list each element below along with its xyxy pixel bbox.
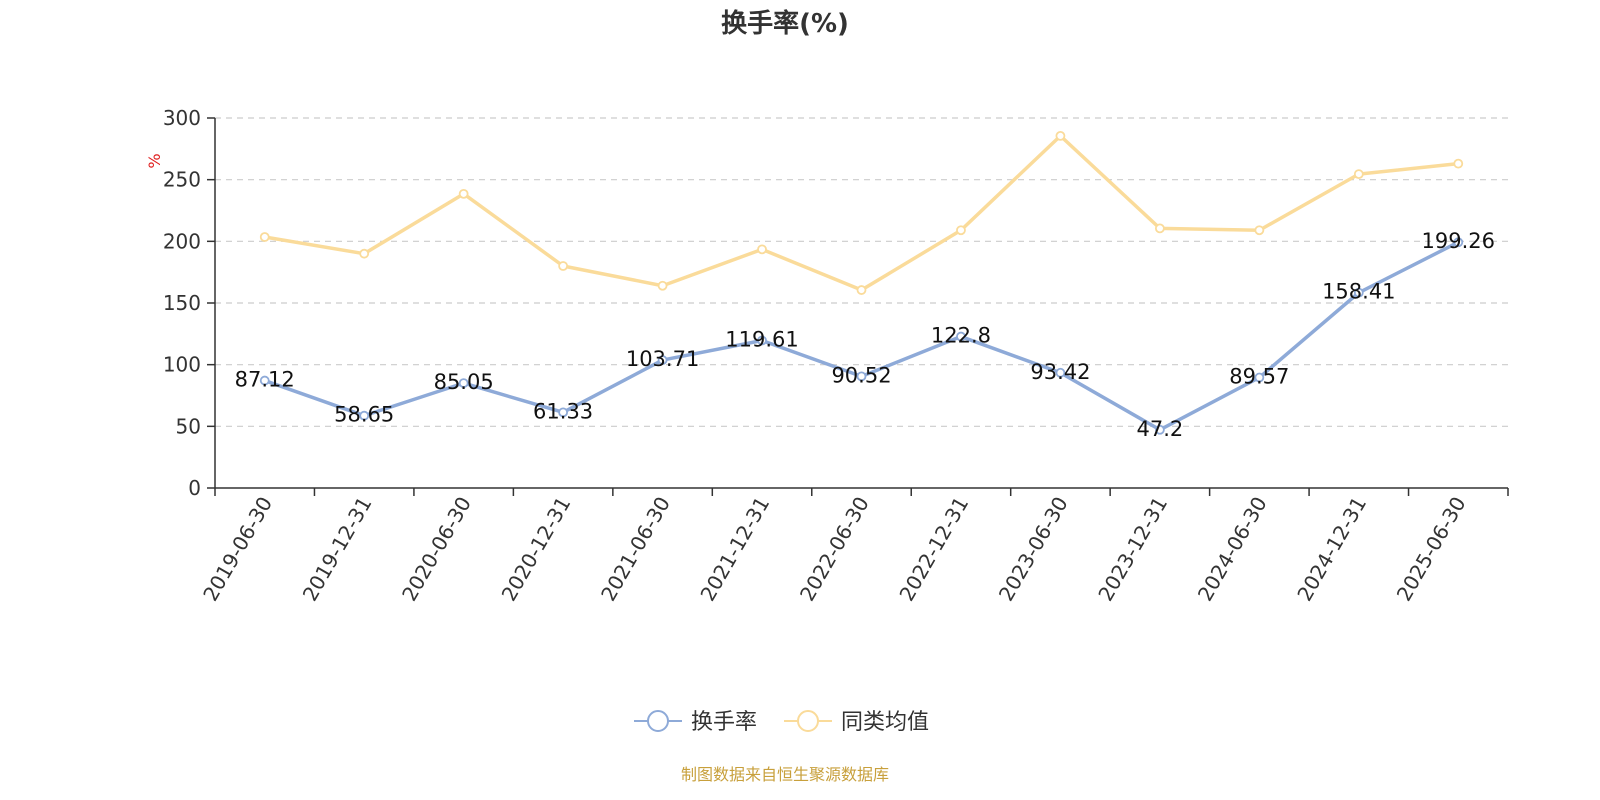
data-point[interactable]: [657, 355, 668, 365]
data-point[interactable]: [1254, 372, 1265, 383]
series-line-0: [264, 240, 1460, 432]
data-point[interactable]: [657, 280, 668, 291]
x-tick-label: 2022-06-30: [795, 493, 874, 606]
data-label: 61.33: [533, 399, 593, 423]
data-point[interactable]: [359, 248, 370, 259]
data-point[interactable]: [359, 410, 370, 421]
y-tick-label: 150: [163, 291, 201, 315]
data-label: 87.12: [235, 368, 295, 392]
x-tick-label: 2020-06-30: [397, 493, 476, 606]
data-label: 103.71: [626, 347, 699, 371]
data-label: 90.52: [831, 363, 891, 387]
x-tick-label: 2019-06-30: [198, 493, 277, 606]
series-line-1: [264, 134, 1459, 292]
y-axis-unit-label: %: [145, 153, 164, 168]
data-labels: 87.12 58.65 85.05 61.33 103.71 119.61 90.52 122…: [235, 229, 1495, 441]
data-point[interactable]: [1453, 237, 1464, 248]
legend-item-1[interactable]: 同类均值: [784, 710, 929, 735]
source-note: 制图数据来自恒生聚源数据库: [681, 765, 889, 784]
y-tick-label: 50: [176, 414, 201, 438]
data-label: 85.05: [434, 370, 494, 394]
data-point[interactable]: [856, 285, 867, 295]
x-tick-label: 2025-06-30: [1392, 493, 1471, 606]
data-label: 93.42: [1030, 360, 1090, 384]
x-tick-label: 2021-06-30: [596, 493, 675, 606]
data-point[interactable]: [1154, 223, 1165, 234]
y-tick-label: 100: [163, 353, 201, 377]
legend-swatch-marker: [797, 710, 819, 732]
data-point[interactable]: [1254, 225, 1265, 236]
data-label: 122.8: [931, 324, 991, 348]
data-point[interactable]: [757, 244, 767, 255]
legend-label: 换手率: [691, 710, 757, 735]
legend-swatch-marker: [647, 710, 669, 732]
x-tick-label: 2019-12-31: [298, 493, 377, 606]
data-point[interactable]: [558, 407, 569, 418]
data-point[interactable]: [1353, 287, 1364, 298]
data-point[interactable]: [259, 232, 270, 242]
x-tick-label: 2023-12-31: [1093, 493, 1172, 606]
legend: 换手率 同类均值: [634, 710, 929, 735]
data-point[interactable]: [558, 261, 569, 271]
data-label: 58.65: [334, 403, 394, 427]
y-tick-label: 300: [163, 106, 201, 130]
data-point[interactable]: [1353, 169, 1364, 180]
chart-title: 换手率(%): [721, 8, 849, 39]
x-tick-label: 2023-06-30: [994, 493, 1073, 606]
data-point[interactable]: [1055, 130, 1066, 141]
data-point[interactable]: [856, 371, 867, 382]
data-label: 47.2: [1137, 417, 1184, 441]
axes: 0 50 100 150 200 250 300 2019-06-30 2019-12-31 20…: [163, 106, 1509, 606]
x-tick-label: 2024-12-31: [1292, 493, 1371, 606]
data-label: 89.57: [1229, 365, 1289, 389]
y-tick-label: 200: [163, 229, 201, 253]
series-group: [259, 130, 1464, 435]
x-tick-label: 2022-12-31: [894, 493, 973, 606]
legend-item-0[interactable]: 换手率: [634, 710, 757, 735]
data-point[interactable]: [458, 378, 469, 389]
x-tick-label: 2024-06-30: [1193, 493, 1272, 606]
data-label: 158.41: [1322, 280, 1395, 304]
data-point[interactable]: [1154, 424, 1165, 435]
data-label: 119.61: [725, 327, 798, 351]
data-point[interactable]: [956, 225, 966, 236]
y-tick-label: 0: [188, 476, 201, 500]
legend-label: 同类均值: [841, 710, 929, 735]
data-point[interactable]: [1453, 158, 1464, 169]
data-point[interactable]: [757, 335, 767, 346]
data-point[interactable]: [259, 375, 270, 386]
data-point[interactable]: [458, 188, 469, 199]
x-tick-label: 2020-12-31: [497, 493, 576, 606]
data-point[interactable]: [1055, 367, 1066, 378]
data-point[interactable]: [956, 331, 966, 342]
y-tick-label: 250: [163, 168, 201, 192]
data-label: 199.26: [1422, 229, 1495, 253]
x-tick-label: 2021-12-31: [695, 493, 774, 606]
